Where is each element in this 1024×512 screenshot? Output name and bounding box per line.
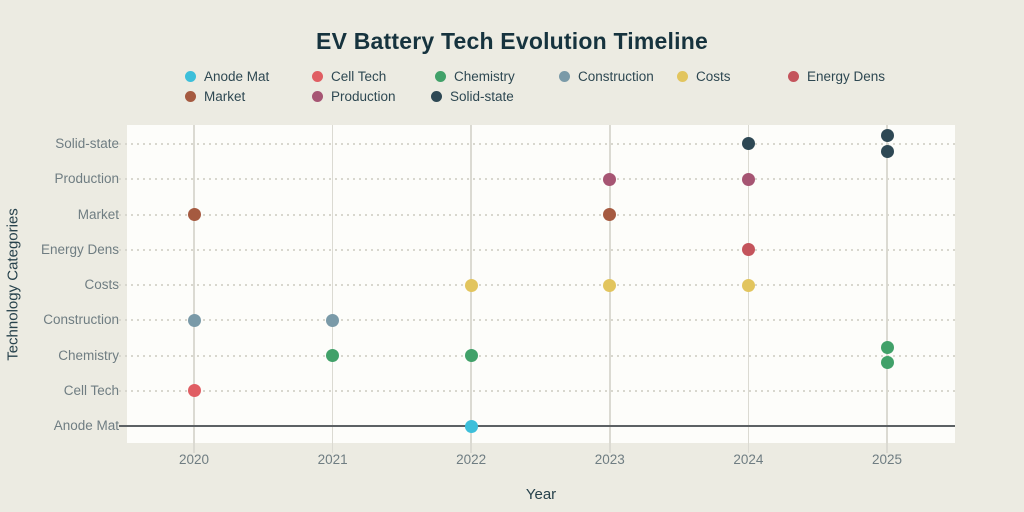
legend-dot-icon — [312, 91, 323, 102]
legend-item-solid-state[interactable]: Solid-state — [431, 89, 514, 104]
legend-label: Costs — [696, 69, 731, 84]
legend-label: Market — [204, 89, 246, 104]
legend-item-production[interactable]: Production — [312, 89, 396, 104]
data-point-costs-2022[interactable] — [464, 278, 478, 292]
y-tick-label: Production — [54, 171, 119, 187]
y-tick-label: Anode Mat — [53, 418, 119, 433]
y-tick-label: Chemistry — [58, 347, 119, 363]
data-point-solid-state-2024[interactable] — [741, 136, 755, 150]
legend-item-construction[interactable]: Construction — [559, 69, 654, 84]
legend-dot-icon — [185, 91, 196, 102]
chart-title: EV Battery Tech Evolution Timeline — [316, 28, 708, 54]
category-gridline — [119, 284, 955, 286]
data-point-construction-2021[interactable] — [326, 313, 340, 327]
legend-dot-icon — [559, 71, 570, 82]
legend-item-chemistry[interactable]: Chemistry — [435, 69, 515, 84]
data-point-production-2024[interactable] — [741, 172, 755, 186]
data-point-cell-tech-2020[interactable] — [187, 384, 201, 398]
legend-label: Construction — [578, 69, 654, 84]
data-point-solid-state-2025[interactable] — [880, 128, 894, 142]
category-gridline — [119, 389, 955, 392]
data-point-construction-2020[interactable] — [187, 313, 201, 327]
legend-dot-icon — [677, 71, 688, 82]
y-tick-label: Solid-state — [55, 136, 119, 151]
legend-dot-icon — [431, 91, 442, 102]
legend-item-cell-tech[interactable]: Cell Tech — [312, 69, 386, 84]
data-point-chemistry-2025[interactable] — [880, 341, 894, 354]
y-tick-label: Market — [77, 206, 119, 222]
legend-item-costs[interactable]: Costs — [677, 69, 731, 84]
category-gridline — [119, 213, 955, 216]
year-gridline — [886, 125, 888, 453]
legend-label: Cell Tech — [331, 69, 387, 84]
data-point-production-2023[interactable] — [603, 172, 617, 186]
data-point-market-2023[interactable] — [603, 208, 617, 221]
category-gridline — [119, 248, 955, 251]
legend-dot-icon — [312, 71, 323, 82]
data-point-chemistry-2022[interactable] — [464, 349, 478, 362]
legend-label: Chemistry — [454, 69, 515, 84]
x-tick-label: 2022 — [456, 452, 487, 467]
data-point-costs-2023[interactable] — [603, 278, 617, 292]
data-point-costs-2024[interactable] — [741, 278, 755, 292]
category-gridline — [119, 178, 955, 181]
y-tick-label: Costs — [84, 277, 119, 292]
data-point-market-2020[interactable] — [187, 208, 201, 221]
legend-item-energy-dens[interactable]: Energy Dens — [788, 69, 885, 84]
x-tick-label: 2025 — [871, 452, 903, 467]
y-tick-label: Construction — [43, 312, 119, 328]
legend-dot-icon — [185, 71, 196, 82]
category-gridline — [119, 354, 955, 357]
legend-label: Anode Mat — [204, 69, 270, 84]
x-tick-label: 2023 — [594, 452, 625, 467]
y-tick-label: Energy Dens — [40, 241, 119, 257]
data-point-chemistry-2025[interactable] — [880, 356, 894, 369]
data-point-solid-state-2025[interactable] — [880, 144, 894, 158]
x-tick-label: 2024 — [733, 452, 764, 467]
legend-dot-icon — [788, 71, 799, 82]
year-gridline — [193, 125, 195, 453]
year-gridline — [331, 125, 334, 453]
x-axis-title: Year — [525, 486, 557, 503]
y-tick-label: Cell Tech — [63, 382, 119, 398]
data-point-anode-mat-2022[interactable] — [464, 419, 478, 433]
legend-dot-icon — [435, 71, 446, 82]
category-gridline — [119, 143, 955, 145]
x-tick-label: 2021 — [317, 452, 348, 467]
legend-item-market[interactable]: Market — [185, 89, 245, 104]
plot-area — [119, 125, 955, 453]
legend-label: Solid-state — [450, 89, 514, 104]
x-tick-label: 2020 — [178, 452, 210, 467]
category-gridline — [119, 319, 955, 322]
data-point-chemistry-2021[interactable] — [326, 349, 340, 362]
legend-label: Production — [331, 89, 396, 104]
baseline — [119, 425, 955, 427]
data-point-energy-dens-2024[interactable] — [741, 243, 755, 257]
legend-label: Energy Dens — [807, 69, 886, 84]
legend-item-anode-mat[interactable]: Anode Mat — [185, 69, 269, 84]
